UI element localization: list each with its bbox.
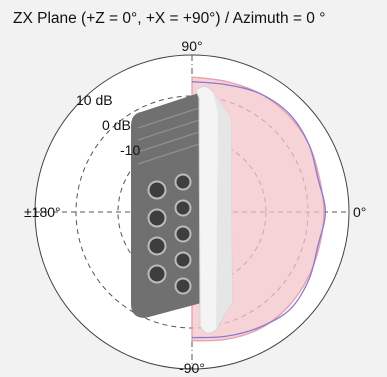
ring-label-inner: -10 (120, 142, 140, 158)
connector-column-left (147, 180, 167, 284)
series-line-1 (191, 81, 327, 339)
angle-label-top: 90° (181, 38, 202, 54)
radio-unit-side-shade (213, 92, 232, 330)
radio-unit-heatsink (131, 92, 205, 318)
connector-column-right (174, 173, 192, 295)
angle-label-bottom: -90° (179, 360, 205, 376)
ring-label-middle: 0 dB (102, 117, 131, 133)
ring-label-outer: 10 dB (76, 92, 113, 108)
angle-label-left: ±180° (24, 204, 61, 220)
chart-title: ZX Plane (+Z = 0°, +X = +90°) / Azimuth … (13, 10, 325, 27)
angle-label-right: 0° (353, 204, 366, 220)
heatsink-fins (137, 107, 200, 165)
product-photo (131, 86, 233, 334)
